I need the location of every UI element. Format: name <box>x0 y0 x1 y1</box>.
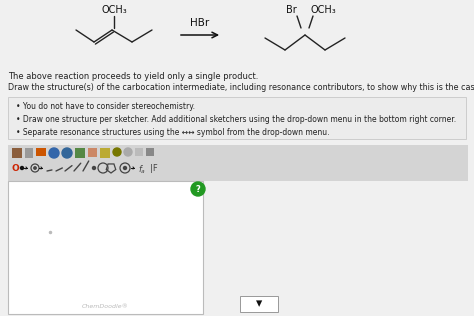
Text: O: O <box>12 164 20 173</box>
Text: Br: Br <box>286 5 296 15</box>
Bar <box>36 148 46 156</box>
Text: $f_a$: $f_a$ <box>138 164 146 177</box>
Text: • Draw one structure per sketcher. Add additional sketchers using the drop-down : • Draw one structure per sketcher. Add a… <box>16 115 456 124</box>
Circle shape <box>62 148 72 158</box>
Circle shape <box>124 148 132 156</box>
Bar <box>100 148 110 158</box>
Text: The above reaction proceeds to yield only a single product.: The above reaction proceeds to yield onl… <box>8 72 258 81</box>
Circle shape <box>124 167 127 169</box>
Text: OCH₃: OCH₃ <box>310 5 336 15</box>
Bar <box>12 148 22 158</box>
Text: ChemDoodle®: ChemDoodle® <box>82 304 129 309</box>
Circle shape <box>191 182 205 196</box>
Bar <box>146 148 154 156</box>
Circle shape <box>113 148 121 156</box>
Text: HBr: HBr <box>191 18 210 28</box>
Bar <box>88 148 97 157</box>
Bar <box>8 181 203 314</box>
Text: |F: |F <box>150 164 158 173</box>
Bar <box>25 148 33 158</box>
Text: Draw the structure(s) of the carbocation intermediate, including resonance contr: Draw the structure(s) of the carbocation… <box>8 83 474 92</box>
Bar <box>240 296 278 312</box>
Text: ?: ? <box>196 185 201 193</box>
Text: OCH₃: OCH₃ <box>101 5 127 15</box>
Circle shape <box>92 167 95 169</box>
Circle shape <box>49 148 59 158</box>
Bar <box>135 148 143 156</box>
Circle shape <box>20 167 24 169</box>
Circle shape <box>34 167 36 169</box>
Bar <box>8 145 468 181</box>
Bar <box>8 97 466 139</box>
Bar <box>75 148 85 158</box>
Text: • Separate resonance structures using the ↔↔ symbol from the drop-down menu.: • Separate resonance structures using th… <box>16 128 329 137</box>
Text: • You do not have to consider stereochemistry.: • You do not have to consider stereochem… <box>16 102 195 111</box>
Text: ▾: ▾ <box>256 297 262 311</box>
